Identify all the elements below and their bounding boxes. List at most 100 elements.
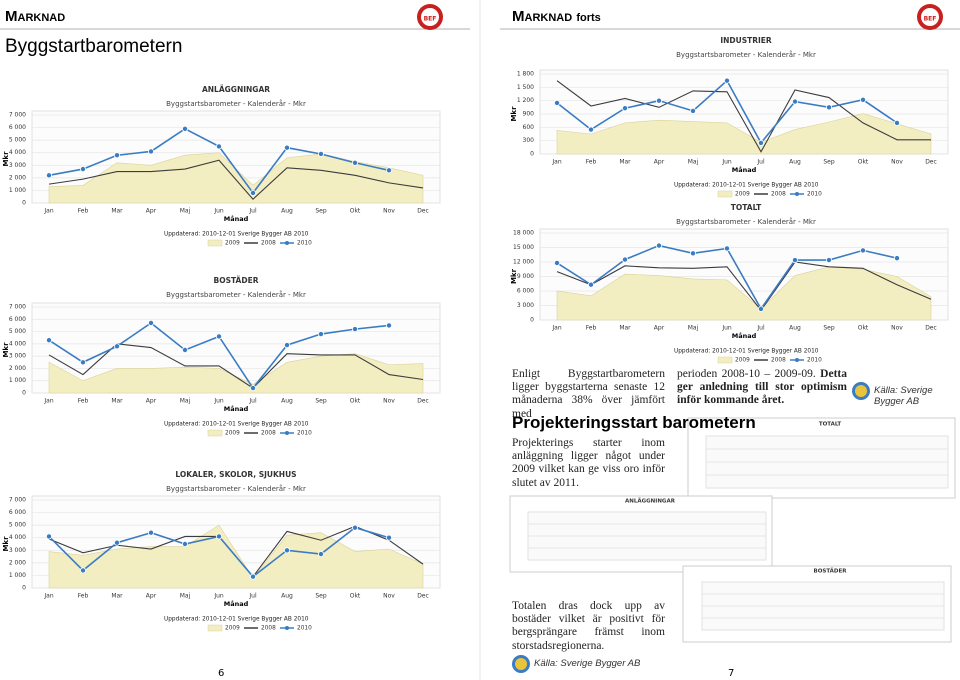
x-tick-label: Jul [756, 159, 765, 166]
y-tick-label: 900 [523, 111, 535, 118]
x-tick-label: Apr [654, 159, 665, 166]
data-point [690, 107, 697, 114]
series-line [48, 159, 424, 201]
y-tick-label: 9 000 [517, 273, 534, 280]
data-point [46, 533, 53, 540]
x-tick-label: Jul [756, 325, 765, 332]
x-tick-label: Aug [789, 159, 801, 166]
x-axis-label: Månad [224, 599, 249, 608]
legend-label: 2008 [771, 358, 786, 364]
data-point [215, 333, 222, 340]
data-point [80, 166, 87, 173]
y-tick-label: 18 000 [513, 230, 534, 237]
y-tick-label: 12 000 [513, 259, 534, 266]
legend-swatch [717, 190, 733, 198]
intro-text-part: perioden 2008-10 – 2009-09. [677, 368, 816, 380]
legend-swatch [717, 356, 733, 364]
x-tick-label: Jan [43, 398, 53, 405]
intro-text: Enligt Byggstartbarometern ligger byggst… [512, 368, 665, 420]
series-line [556, 261, 932, 312]
y-tick-label: 15 000 [513, 244, 534, 251]
section-header: Marknad forts [512, 8, 601, 25]
y-tick-label: 1 200 [517, 97, 534, 104]
data-point [792, 257, 799, 264]
data-point [249, 385, 256, 392]
x-tick-label: Aug [281, 593, 293, 600]
y-tick-label: 5 000 [9, 328, 26, 335]
x-tick-label: Nov [383, 593, 395, 600]
chart-title: BOSTÄDER [214, 276, 259, 285]
logo: BEF [417, 4, 443, 30]
y-tick-label: 0 [22, 390, 26, 397]
thumbnail: TOTALT [687, 417, 956, 499]
x-tick-label: Mar [619, 159, 631, 166]
logo-text: BEF [424, 16, 437, 23]
data-point [283, 144, 290, 151]
x-tick-label: Nov [891, 159, 903, 166]
thumbnail-title: BOSTÄDER [814, 568, 848, 575]
page-number: 7 [728, 668, 735, 679]
y-tick-label: 7 000 [9, 497, 26, 504]
chart-subtitle: Byggstartsbarometer - Kalenderår - Mkr [676, 217, 816, 226]
x-tick-label: Okt [350, 398, 361, 405]
series-line [556, 80, 931, 153]
series-area [48, 353, 424, 394]
x-tick-label: Apr [654, 325, 665, 332]
chart-subtitle: Byggstartsbarometer - Kalenderår - Mkr [166, 290, 306, 299]
legend-label: 2009 [735, 358, 750, 364]
x-tick-label: Nov [383, 398, 395, 405]
y-tick-label: 0 [530, 317, 534, 324]
x-tick-label: Dec [417, 208, 429, 215]
heading: Projekteringsstart barometern [512, 413, 756, 432]
x-tick-label: Jan [43, 208, 53, 215]
y-tick-label: 3 000 [9, 162, 26, 169]
x-tick-label: Sep [315, 593, 327, 600]
legend-swatch [207, 624, 223, 632]
x-tick-label: Mar [111, 398, 123, 405]
x-tick-label: Maj [688, 159, 699, 166]
x-tick-label: Jun [213, 593, 224, 600]
legend-marker [285, 241, 289, 245]
data-point [724, 245, 731, 252]
x-tick-label: Okt [858, 159, 869, 166]
data-point [385, 534, 392, 541]
x-tick-label: Maj [180, 398, 191, 405]
data-point [588, 281, 595, 288]
page-title: Byggstartbarometern [5, 36, 183, 57]
data-point [46, 337, 53, 344]
x-tick-label: Jun [721, 325, 732, 332]
source-logo [512, 655, 530, 673]
x-tick-label: Jan [551, 325, 561, 332]
legend-swatch [207, 239, 223, 247]
data-point [826, 104, 833, 111]
x-tick-label: Maj [180, 208, 191, 215]
y-tick-label: 1 000 [9, 572, 26, 579]
x-tick-label: Dec [925, 159, 937, 166]
x-tick-label: Okt [350, 208, 361, 215]
update-note: Uppdaterad: 2010-12-01 Sverige Bygger AB… [164, 422, 309, 428]
data-point [147, 529, 154, 536]
y-tick-label: 1 800 [517, 71, 534, 78]
legend-marker [795, 358, 799, 362]
data-point [147, 148, 154, 155]
x-tick-label: Okt [350, 593, 361, 600]
legend-label: 2010 [297, 241, 312, 247]
data-point [249, 573, 256, 580]
update-note: Uppdaterad: 2010-12-01 Sverige Bygger AB… [674, 349, 819, 355]
source: Källa: Sverige Bygger AB [874, 385, 933, 407]
data-point [758, 139, 765, 146]
chart-title: TOTALT [731, 203, 762, 212]
legend-label: 2008 [261, 241, 276, 247]
data-point [317, 551, 324, 558]
x-tick-label: Sep [823, 159, 835, 166]
x-tick-label: Maj [180, 593, 191, 600]
y-tick-label: 3 000 [517, 302, 534, 309]
data-point [351, 326, 358, 333]
x-tick-label: Sep [823, 325, 835, 332]
update-note: Uppdaterad: 2010-12-01 Sverige Bygger AB… [674, 183, 819, 189]
update-note: Uppdaterad: 2010-12-01 Sverige Bygger AB… [164, 617, 309, 623]
data-point [114, 152, 121, 159]
y-tick-label: 6 000 [9, 124, 26, 131]
chart-subtitle: Byggstartsbarometer - Kalenderår - Mkr [166, 484, 306, 493]
